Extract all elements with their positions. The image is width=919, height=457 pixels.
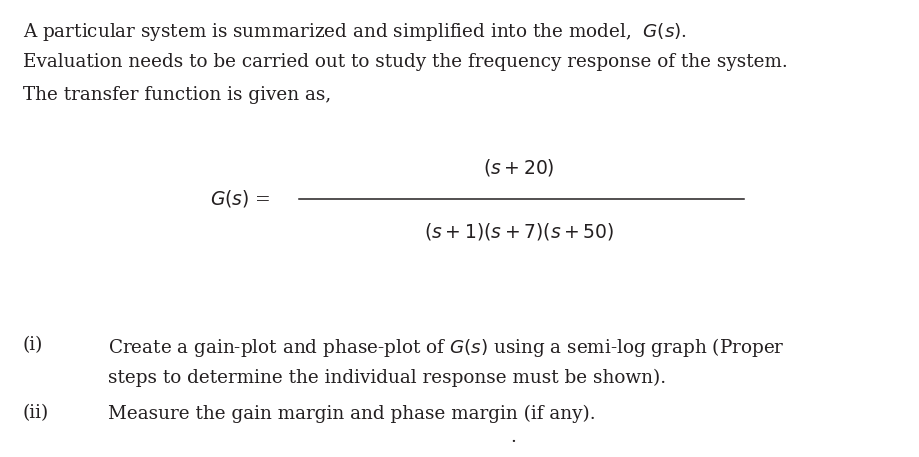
Text: Create a gain-plot and phase-plot of $G(s)$ using a semi-log graph (Proper: Create a gain-plot and phase-plot of $G(…	[108, 336, 785, 359]
Text: Evaluation needs to be carried out to study the frequency response of the system: Evaluation needs to be carried out to st…	[23, 53, 788, 71]
Text: $(s + 20)$: $(s + 20)$	[483, 157, 555, 178]
Text: $G(s)$ =: $G(s)$ =	[210, 188, 271, 209]
Text: .: .	[510, 428, 516, 446]
Text: (ii): (ii)	[23, 404, 50, 422]
Text: A particular system is summarized and simplified into the model,  $G(s)$.: A particular system is summarized and si…	[23, 21, 686, 43]
Text: Measure the gain margin and phase margin (if any).: Measure the gain margin and phase margin…	[108, 404, 596, 423]
Text: $(s + 1)(s + 7)(s + 50)$: $(s + 1)(s + 7)(s + 50)$	[424, 221, 615, 242]
Text: (i): (i)	[23, 336, 43, 354]
Text: The transfer function is given as,: The transfer function is given as,	[23, 86, 331, 104]
Text: steps to determine the individual response must be shown).: steps to determine the individual respon…	[108, 369, 666, 387]
